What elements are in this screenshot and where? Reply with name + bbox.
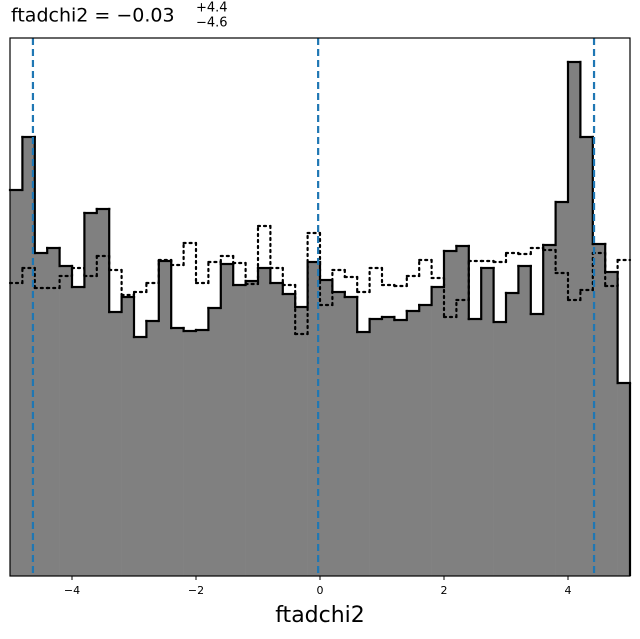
bar (59, 266, 73, 576)
bar (282, 294, 296, 576)
x-tick-label: −2 (188, 584, 204, 597)
bar (493, 322, 507, 576)
bar (121, 297, 135, 576)
bar (183, 331, 197, 576)
bar (270, 283, 284, 576)
bar (468, 319, 482, 576)
title-upper: +4.4 (196, 1, 228, 16)
bar (580, 137, 594, 576)
bar (84, 213, 98, 576)
bar (109, 312, 122, 576)
bar (220, 264, 234, 576)
bar (617, 383, 631, 576)
bar (357, 332, 370, 576)
bar (158, 261, 172, 576)
x-tick-label: −4 (64, 584, 80, 597)
x-tick-label: 2 (441, 584, 448, 597)
bar (530, 314, 544, 576)
bar (208, 308, 222, 576)
bar (96, 209, 110, 576)
bar (47, 248, 60, 576)
bar (72, 287, 85, 576)
bar (22, 137, 36, 576)
x-axis-label: ftadchi2 (275, 603, 365, 628)
bar (568, 62, 581, 576)
bar (419, 305, 432, 576)
bar (134, 337, 147, 576)
bar (444, 251, 457, 576)
bar (344, 297, 358, 576)
bar (431, 287, 445, 576)
bar (382, 317, 395, 576)
bar (518, 266, 532, 576)
bar (320, 280, 333, 576)
x-tick-label: 4 (565, 584, 572, 597)
plot-area (8, 37, 632, 577)
bar (592, 244, 606, 576)
bar (196, 330, 209, 576)
bar (245, 281, 259, 576)
bar (369, 319, 383, 576)
title-lower: −4.6 (196, 16, 228, 31)
bar (555, 202, 569, 576)
bar (332, 292, 346, 576)
bar (481, 268, 494, 576)
x-tick-label: 0 (317, 584, 324, 597)
bar (258, 268, 271, 576)
bar (605, 272, 618, 576)
bar (295, 307, 308, 576)
bar (146, 321, 160, 576)
bar (34, 253, 48, 576)
bar (506, 293, 519, 576)
bar (543, 245, 556, 576)
bar (233, 285, 246, 576)
bar (10, 190, 23, 576)
bar (171, 328, 184, 576)
chart-title: ftadchi2 = −0.03 (11, 5, 175, 27)
bar (456, 246, 470, 576)
bar (406, 311, 420, 576)
bar (394, 320, 408, 576)
